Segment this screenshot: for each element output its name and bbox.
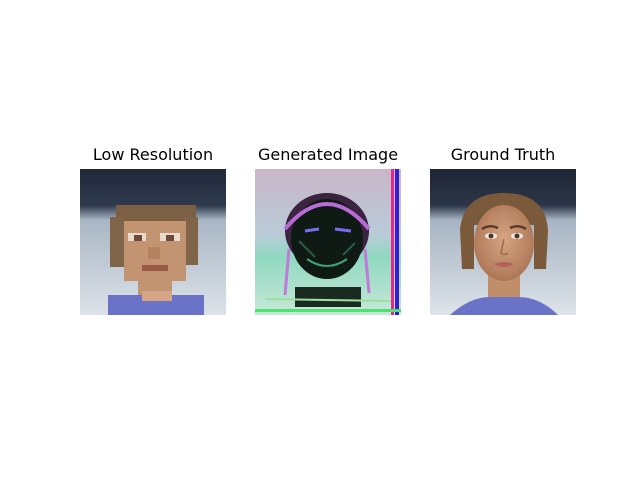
ground-truth-title: Ground Truth: [450, 145, 556, 164]
ground-truth-image: [430, 169, 576, 315]
low-resolution-title: Low Resolution: [92, 145, 214, 164]
low-resolution-image: [80, 169, 226, 315]
generated-image-title: Generated Image: [257, 145, 399, 164]
generated-image: [255, 169, 401, 315]
